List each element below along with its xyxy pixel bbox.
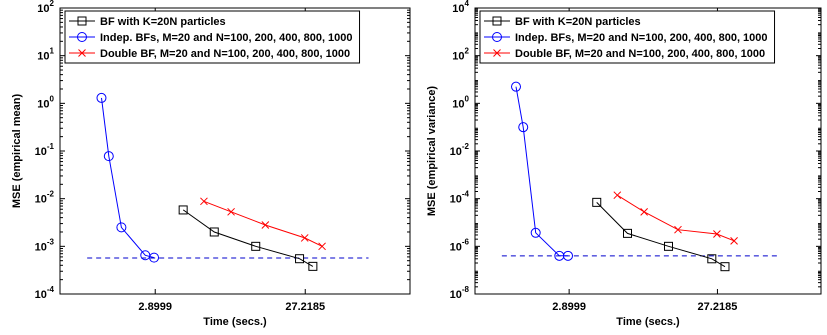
- legend: BF with K=20N particles Indep. BFs, M=20 …: [479, 10, 776, 64]
- data-point-square: [623, 228, 633, 238]
- y-tick-label: 102: [452, 47, 469, 63]
- data-point-x: [318, 242, 326, 251]
- data-point-circle: [510, 81, 521, 92]
- data-point-square: [492, 16, 502, 26]
- x-tick-label: 27.2185: [698, 301, 738, 313]
- series-line: [596, 202, 726, 268]
- y-tick-label: 10-4: [450, 190, 470, 206]
- series-circle: [96, 92, 160, 263]
- data-point-circle: [562, 250, 573, 261]
- y-tick-label: 10-2: [450, 142, 470, 158]
- x-tick-label: 2.8999: [138, 301, 172, 313]
- legend-entry: Indep. BFs, M=20 and N=100, 200, 400, 80…: [100, 32, 353, 44]
- data-point-circle: [77, 32, 87, 42]
- y-tick-label: 10-4: [35, 285, 55, 301]
- series-circle: [510, 81, 573, 261]
- data-point-square: [720, 262, 730, 272]
- legend: BF with K=20N particles Indep. BFs, M=20 …: [64, 10, 361, 64]
- y-tick-label: 104: [452, 0, 469, 15]
- data-point-circle: [492, 32, 502, 42]
- series-square: [592, 197, 730, 272]
- series-square: [178, 205, 318, 271]
- data-point-x: [713, 230, 721, 238]
- legend-entry: Double BF, M=20 and N=100, 200, 400, 800…: [515, 48, 765, 60]
- data-point-square: [295, 254, 305, 264]
- data-point-circle: [149, 252, 160, 263]
- data-point-square: [178, 205, 188, 215]
- x-axis-label: Time (secs.): [203, 316, 267, 328]
- legend-box: [479, 10, 776, 64]
- series-x: [200, 197, 326, 251]
- data-point-square: [707, 254, 717, 264]
- data-point-x: [300, 234, 309, 242]
- legend-entry: Indep. BFs, M=20 and N=100, 200, 400, 80…: [515, 32, 768, 44]
- data-point-square: [209, 227, 219, 237]
- chart-empirical-mean: 10-4 10-3 10-2 10-1 100 101 102 2.8999 27.2185 Ti…: [11, 0, 411, 328]
- series-x: [613, 191, 738, 245]
- data-point-square: [308, 261, 318, 271]
- data-point-circle: [530, 227, 541, 238]
- data-point-x: [674, 225, 682, 234]
- data-point-x: [613, 191, 622, 200]
- data-point-x: [261, 221, 270, 229]
- y-tick-label: 10-8: [450, 285, 470, 301]
- data-point-circle: [518, 122, 529, 133]
- data-point-x: [640, 207, 648, 216]
- data-point-circle: [116, 222, 127, 233]
- x-axis-label: Time (secs.): [616, 316, 680, 328]
- data-point-x: [227, 207, 235, 216]
- y-tick-label: 10-1: [35, 142, 55, 158]
- y-tick-label: 102: [37, 0, 54, 15]
- y-axis-label: MSE (empirical variance): [426, 86, 438, 217]
- y-tick-label: 100: [452, 94, 469, 110]
- series-line: [515, 86, 568, 257]
- legend-box: [64, 10, 361, 64]
- x-tick-label: 2.8999: [552, 301, 586, 313]
- data-point-square: [251, 241, 261, 251]
- chart-empirical-variance: 10-8 10-6 10-4 10-2 100 102 104 2.8999 27.2185 Ti…: [426, 0, 822, 328]
- data-point-x: [493, 49, 501, 57]
- series-line: [101, 97, 155, 259]
- data-point-square: [663, 241, 673, 251]
- y-tick-label: 10-3: [35, 237, 55, 253]
- data-point-square: [77, 16, 87, 26]
- y-tick-label: 10-6: [450, 237, 470, 253]
- data-point-x: [78, 49, 86, 57]
- series-line: [203, 200, 323, 247]
- x-tick-label: 27.2185: [285, 301, 325, 313]
- y-tick-label: 100: [37, 94, 54, 110]
- y-axis-label: MSE (empirical mean): [11, 94, 23, 209]
- data-point-circle: [96, 92, 107, 103]
- legend-entry: Double BF, M=20 and N=100, 200, 400, 800…: [100, 48, 350, 60]
- data-point-x: [730, 236, 738, 245]
- legend-entry: BF with K=20N particles: [515, 16, 641, 28]
- data-point-x: [200, 197, 208, 206]
- data-point-square: [592, 197, 602, 207]
- y-tick-label: 10-2: [35, 190, 55, 206]
- legend-entry: BF with K=20N particles: [100, 16, 226, 28]
- y-tick-label: 101: [37, 47, 54, 63]
- data-point-circle: [103, 151, 114, 162]
